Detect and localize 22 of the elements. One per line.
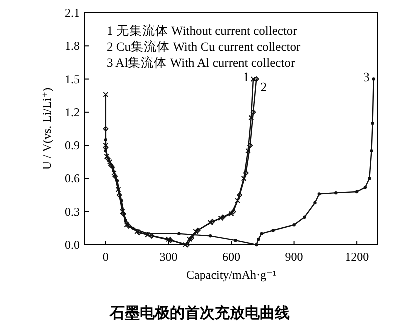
x-axis-title: Capacity/mAh·g⁻¹ bbox=[186, 268, 277, 282]
x-tick-label: 600 bbox=[222, 250, 240, 264]
x-tick-label: 900 bbox=[285, 250, 304, 264]
annotation: 3 Al集流体 With Al current collector bbox=[107, 55, 296, 70]
y-axis-title: U / V(vs. Li/Li⁺) bbox=[40, 88, 54, 170]
text: 石墨电极的首次充放电曲线 bbox=[109, 304, 290, 322]
y-tick-label: 1.8 bbox=[65, 39, 80, 54]
annotation: 2 Cu集流体 With Cu current collector bbox=[107, 39, 302, 54]
x-tick-label: 1200 bbox=[345, 250, 370, 264]
annotation: 1 无集流体 Without current collector bbox=[107, 23, 298, 38]
annotation: 3 bbox=[363, 69, 370, 84]
y-tick-label: 0.3 bbox=[65, 204, 80, 219]
x-tick-label: 300 bbox=[160, 250, 178, 264]
annotation: 1 bbox=[242, 69, 250, 84]
y-tick-label: 0.9 bbox=[65, 138, 80, 153]
annotation: 2 bbox=[260, 79, 268, 94]
y-tick-label: 0.0 bbox=[65, 238, 80, 252]
y-tick-label: 1.2 bbox=[65, 105, 80, 120]
x-tick-label: 0 bbox=[102, 250, 109, 264]
y-tick-label: 0.6 bbox=[65, 172, 80, 186]
y-tick-label: 1.5 bbox=[65, 72, 80, 86]
y-tick-label: 2.1 bbox=[65, 6, 80, 20]
